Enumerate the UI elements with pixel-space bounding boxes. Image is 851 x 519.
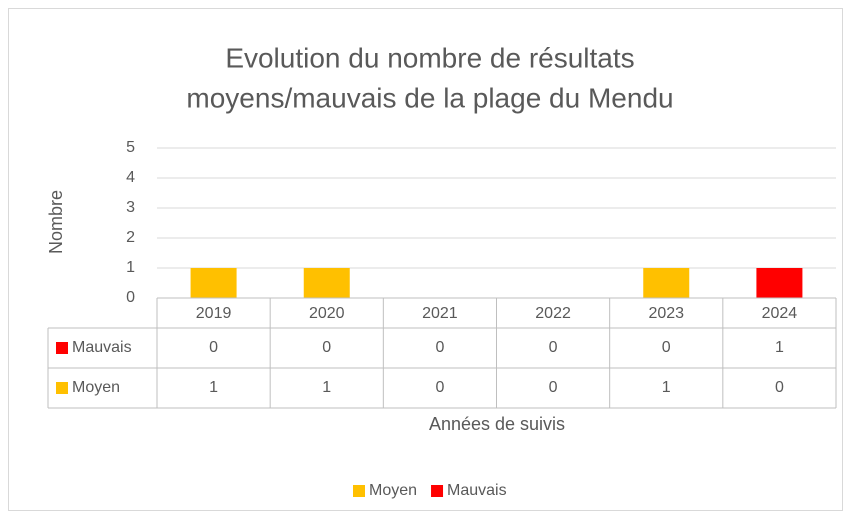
bar	[303, 268, 350, 298]
chart-title: moyens/mauvais de la plage du Mendu	[186, 82, 673, 113]
x-tick-label: 2020	[309, 305, 345, 322]
x-tick-label: 2022	[535, 305, 571, 322]
table-cell: 0	[662, 339, 671, 356]
table-cell: 0	[209, 339, 218, 356]
x-tick-label: 2024	[762, 305, 798, 322]
x-axis-title: Années de suivis	[429, 414, 565, 434]
legend-key	[353, 485, 365, 497]
bar	[643, 268, 690, 298]
x-tick-label: 2019	[196, 305, 232, 322]
table-cell: 0	[549, 379, 558, 396]
table-row-label: Moyen	[72, 379, 120, 396]
table-cell: 0	[775, 379, 784, 396]
table-cell: 1	[662, 379, 671, 396]
legend-key	[431, 485, 444, 497]
table-row-label: Mauvais	[72, 339, 132, 356]
y-axis-title: Nombre	[46, 190, 66, 254]
table-cell: 0	[435, 379, 444, 396]
y-tick-label: 5	[126, 139, 135, 156]
bar	[190, 268, 237, 298]
y-tick-label: 0	[126, 289, 135, 306]
table-cell: 0	[322, 339, 331, 356]
table-cell: 0	[435, 339, 444, 356]
y-tick-label: 3	[126, 199, 135, 216]
table-cell: 1	[775, 339, 784, 356]
chart-border	[8, 8, 843, 511]
legend-label: Moyen	[369, 482, 417, 499]
chart-title: Evolution du nombre de résultats	[225, 42, 634, 73]
bar	[756, 268, 803, 298]
table-legend-key	[56, 342, 68, 354]
y-tick-label: 2	[126, 229, 135, 246]
y-tick-label: 1	[126, 259, 135, 276]
table-cell: 1	[209, 379, 218, 396]
x-tick-label: 2023	[648, 305, 684, 322]
table-cell: 1	[322, 379, 331, 396]
table-cell: 0	[549, 339, 558, 356]
x-tick-label: 2021	[422, 305, 458, 322]
legend-label: Mauvais	[447, 482, 507, 499]
y-tick-label: 4	[126, 169, 135, 186]
table-legend-key	[56, 382, 68, 394]
